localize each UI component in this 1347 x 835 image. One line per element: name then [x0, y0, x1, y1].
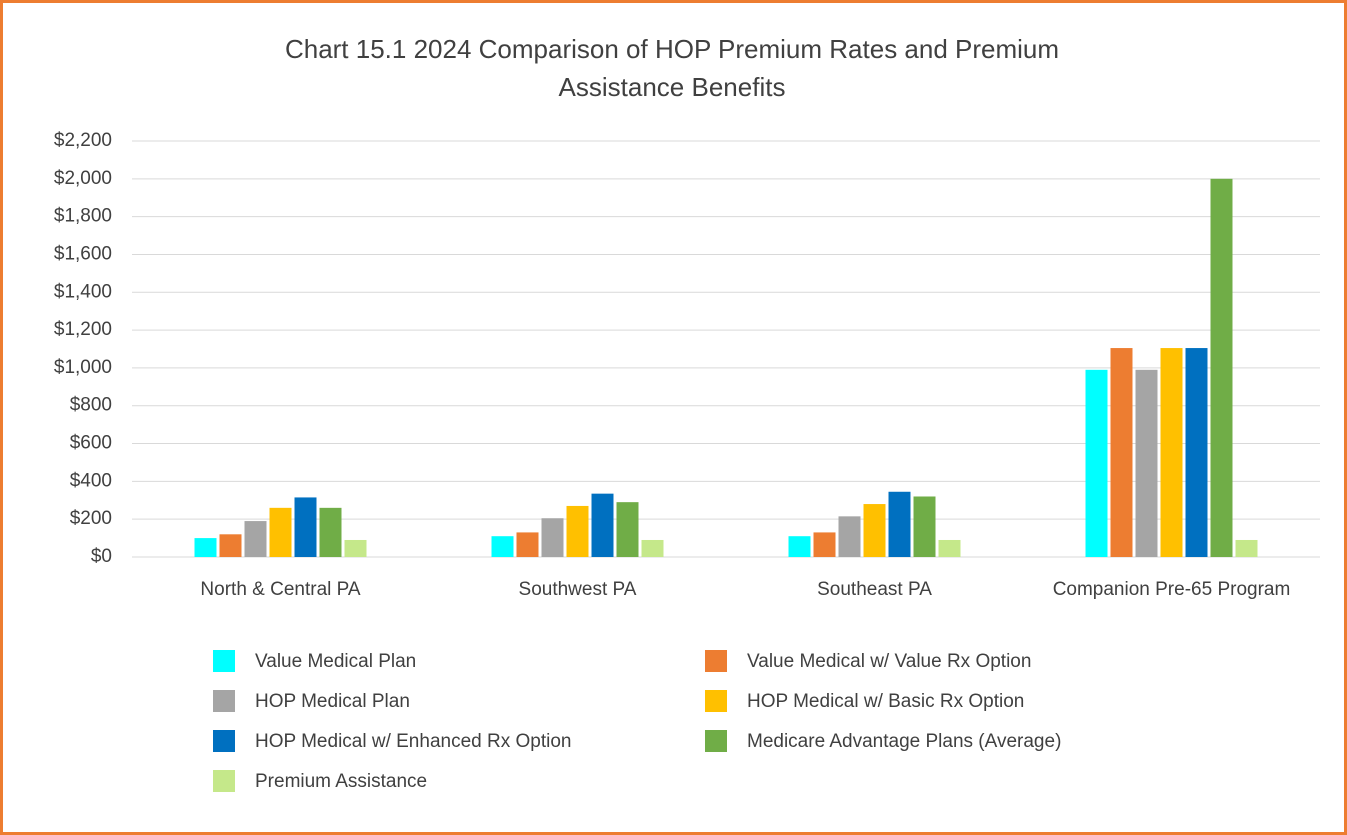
- y-tick-label: $1,600: [54, 243, 112, 264]
- bar: [913, 496, 936, 557]
- bar: [244, 521, 267, 557]
- legend-label: Value Medical w/ Value Rx Option: [747, 651, 1031, 672]
- bar: [838, 516, 861, 557]
- y-tick-label: $2,200: [54, 130, 112, 151]
- legend-label: HOP Medical Plan: [255, 691, 410, 712]
- y-tick-label: $200: [70, 508, 112, 529]
- bar: [541, 518, 564, 557]
- bar: [319, 507, 342, 557]
- bar: [1085, 369, 1108, 557]
- bar: [1235, 539, 1258, 557]
- legend-label: Medicare Advantage Plans (Average): [747, 731, 1061, 752]
- legend-swatch: [213, 690, 235, 712]
- bar: [1185, 348, 1208, 557]
- bar: [516, 532, 539, 557]
- y-tick-label: $1,800: [54, 206, 112, 227]
- bar: [344, 539, 367, 557]
- legend-label: Premium Assistance: [255, 771, 427, 792]
- bar: [813, 532, 836, 557]
- bar: [1110, 348, 1133, 557]
- y-tick-label: $800: [70, 395, 112, 416]
- bar: [1210, 178, 1233, 557]
- bar: [888, 491, 911, 557]
- bar: [641, 539, 664, 557]
- legend-label: HOP Medical w/ Basic Rx Option: [747, 691, 1024, 712]
- bar: [194, 538, 217, 557]
- bar: [788, 536, 811, 557]
- x-tick-label: Companion Pre-65 Program: [1053, 579, 1291, 600]
- bar: [566, 505, 589, 557]
- bar: [1135, 369, 1158, 557]
- bar: [863, 504, 886, 557]
- x-tick-label: Southeast PA: [817, 579, 932, 600]
- y-tick-label: $1,400: [54, 281, 112, 302]
- bar: [219, 534, 242, 557]
- y-tick-label: $400: [70, 470, 112, 491]
- bar: [491, 536, 514, 557]
- y-tick-label: $1,200: [54, 319, 112, 340]
- bar: [269, 507, 292, 557]
- y-tick-label: $0: [91, 546, 112, 567]
- legend-swatch: [213, 730, 235, 752]
- legend-swatch: [213, 650, 235, 672]
- y-tick-label: $600: [70, 433, 112, 454]
- legend-label: Value Medical Plan: [255, 651, 416, 672]
- legend-swatch: [705, 690, 727, 712]
- y-tick-label: $2,000: [54, 168, 112, 189]
- bar: [294, 497, 317, 557]
- bar: [591, 493, 614, 557]
- bar: [938, 539, 961, 557]
- legend-swatch: [213, 770, 235, 792]
- legend-swatch: [705, 730, 727, 752]
- x-tick-label: North & Central PA: [200, 579, 360, 600]
- legend-swatch: [705, 650, 727, 672]
- bar: [616, 502, 639, 557]
- x-tick-label: Southwest PA: [519, 579, 637, 600]
- y-tick-label: $1,000: [54, 357, 112, 378]
- bar: [1160, 348, 1183, 557]
- legend-label: HOP Medical w/ Enhanced Rx Option: [255, 731, 571, 752]
- chart-title: Chart 15.1 2024 Comparison of HOP Premiu…: [284, 34, 1060, 102]
